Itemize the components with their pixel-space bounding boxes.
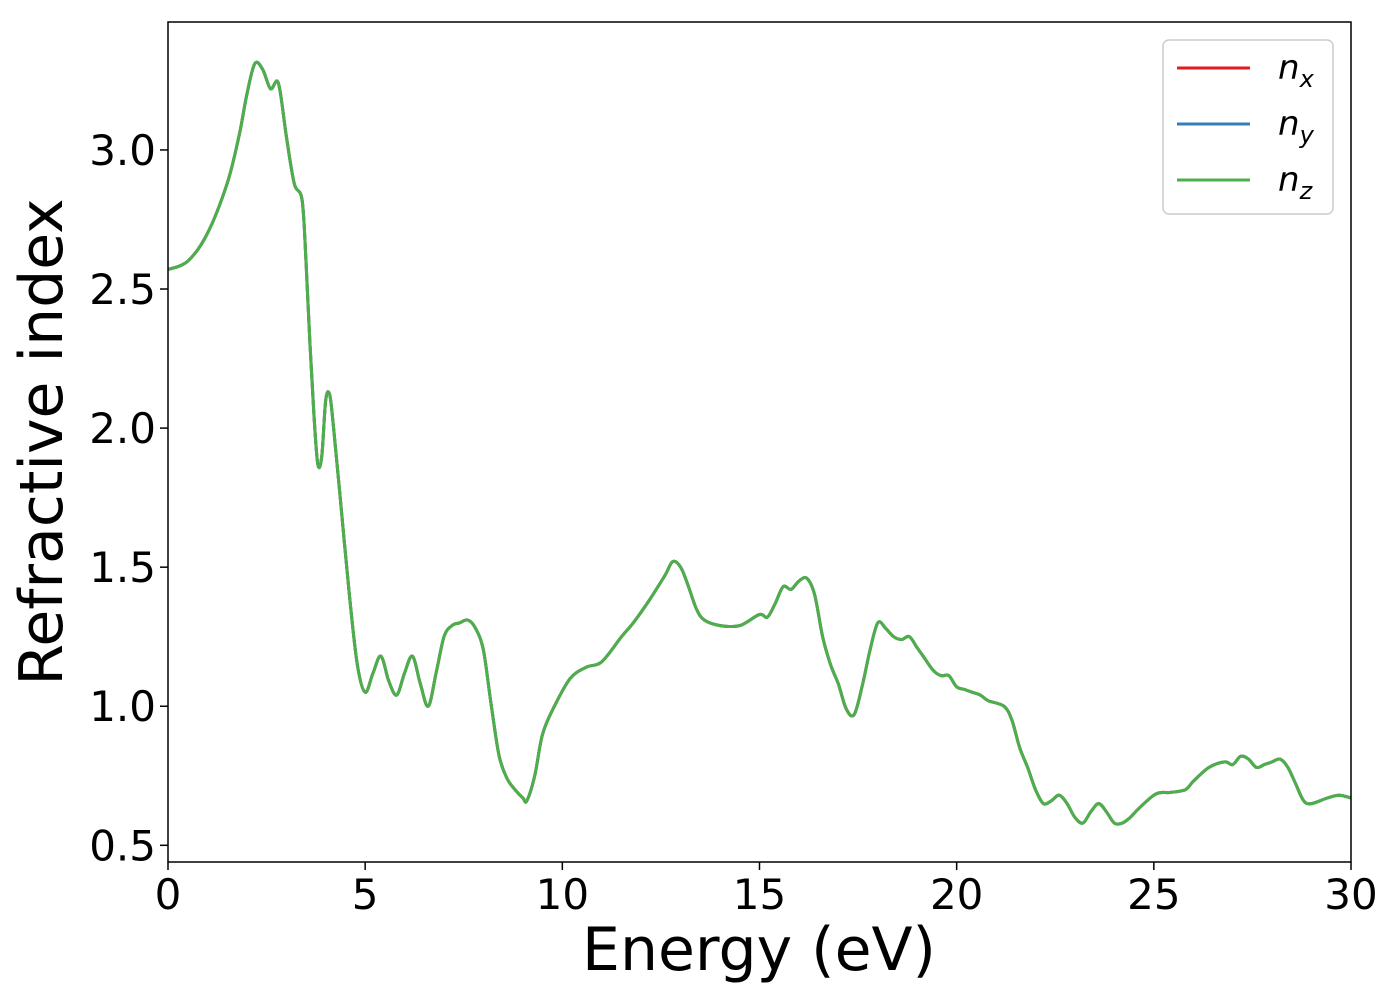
- y-tick-label: 1.0: [89, 682, 156, 731]
- y-tick-label: 0.5: [89, 821, 156, 870]
- x-axis-label: Energy (eV): [582, 915, 936, 985]
- y-axis-label: Refractive index: [7, 198, 77, 685]
- x-tick-label: 10: [536, 870, 589, 919]
- legend-label-n-x: nx: [1278, 48, 1315, 93]
- legend-label-n-z: nz: [1278, 160, 1314, 205]
- x-tick-label: 30: [1324, 870, 1377, 919]
- legend-box: [1162, 39, 1334, 215]
- legend-label-n-y: ny: [1278, 104, 1315, 149]
- plot-area: [167, 21, 1352, 863]
- x-tick-label: 5: [352, 870, 379, 919]
- y-axis: 0.5 1.0 1.5 2.0 2.5 3.0: [89, 126, 168, 870]
- series-line-n-z: [168, 60, 1351, 826]
- x-tick-label: 0: [155, 870, 182, 919]
- x-tick-label: 15: [733, 870, 786, 919]
- legend: nx ny nz: [1162, 39, 1334, 215]
- y-tick-label: 3.0: [89, 126, 156, 175]
- x-axis: 0 5 10 15 20 25 30: [155, 862, 1378, 919]
- y-tick-label: 1.5: [89, 543, 156, 592]
- y-tick-label: 2.0: [89, 404, 156, 453]
- x-tick-label: 20: [930, 870, 983, 919]
- y-tick-label: 2.5: [89, 265, 156, 314]
- x-tick-label: 25: [1127, 870, 1180, 919]
